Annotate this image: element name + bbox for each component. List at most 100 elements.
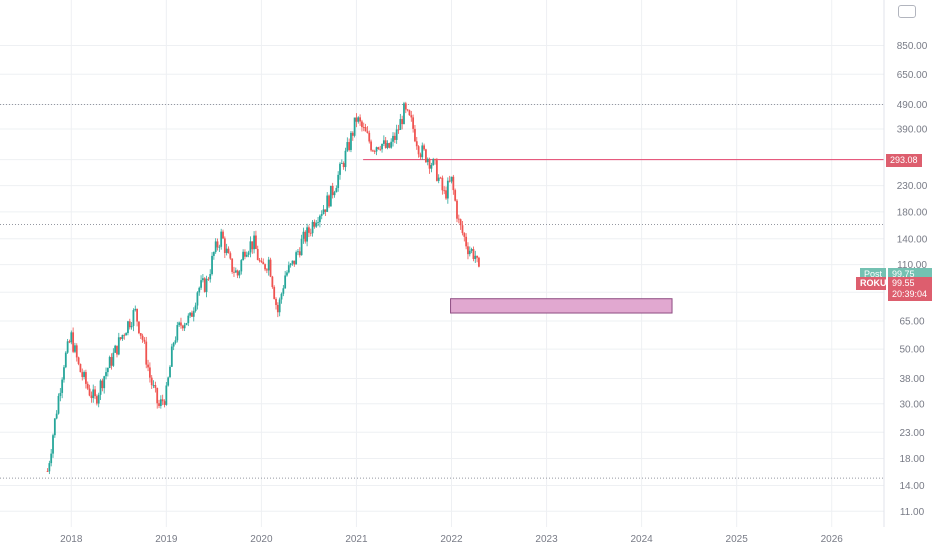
candle-body — [289, 263, 292, 266]
candle-body — [457, 218, 460, 220]
candle-body — [170, 346, 173, 367]
candle-body — [295, 252, 298, 265]
candle-body — [214, 241, 217, 253]
candle-body — [203, 278, 206, 292]
candle-body — [452, 176, 455, 191]
candle-body — [227, 248, 230, 254]
chart-grid — [0, 0, 884, 527]
candle-body — [128, 321, 131, 328]
candle-body — [293, 260, 296, 265]
candle-body — [194, 305, 197, 312]
candle-body — [138, 321, 140, 334]
candle-body — [340, 163, 343, 164]
candle-body — [269, 259, 272, 277]
candle-body — [161, 399, 164, 402]
candle-body — [141, 335, 144, 340]
x-tick-label: 2022 — [440, 534, 463, 545]
candle-body — [127, 321, 129, 334]
candle-body — [333, 192, 336, 196]
candle-body — [231, 258, 234, 272]
candle-body — [408, 110, 411, 116]
candle-body — [85, 372, 87, 384]
candle-body — [392, 135, 394, 142]
candle-body — [46, 471, 49, 472]
candle-body — [260, 260, 263, 263]
candle-body — [463, 233, 466, 237]
candle-body — [348, 142, 351, 150]
candle-body — [382, 140, 385, 144]
candle-body — [74, 345, 76, 352]
candle-body — [282, 288, 285, 294]
candle-body — [117, 337, 120, 355]
candle-body — [242, 251, 245, 261]
candle-body — [302, 231, 305, 239]
candle-body — [300, 238, 303, 256]
candle-body — [430, 165, 433, 169]
candle-body — [439, 177, 442, 179]
candle-body — [476, 255, 478, 258]
y-tick-label: 110.00 — [897, 260, 927, 271]
candle-body — [156, 387, 159, 404]
candle-body — [125, 333, 128, 336]
candle-body — [415, 141, 418, 147]
candle-body — [331, 185, 334, 196]
x-tick-label: 2019 — [155, 534, 178, 545]
candle-body — [317, 222, 319, 223]
candle-body — [176, 325, 179, 341]
y-tick-label: 490.00 — [897, 100, 928, 111]
candle-body — [298, 251, 301, 256]
candle-body — [461, 225, 464, 234]
candle-body — [112, 352, 115, 366]
candle-body — [81, 372, 84, 377]
candle-body — [291, 260, 294, 264]
candle-body — [68, 341, 71, 343]
candle-body — [264, 264, 266, 270]
candle-body — [79, 363, 82, 373]
candle-body — [265, 269, 268, 271]
candle-body — [450, 176, 453, 182]
candle-body — [255, 235, 257, 249]
candle-body — [468, 250, 471, 255]
candle-body — [414, 128, 416, 142]
candle-body — [238, 271, 241, 276]
candle-body — [92, 389, 95, 399]
candle-body — [70, 332, 73, 343]
candle-body — [353, 117, 356, 136]
candle-body — [152, 385, 155, 386]
candle-body — [97, 394, 100, 404]
candle-body — [233, 271, 235, 273]
candle-body — [251, 241, 254, 250]
candle-body — [64, 352, 67, 368]
candle-body — [276, 304, 279, 313]
candle-body — [218, 246, 221, 248]
candle-body — [412, 117, 415, 129]
candle-body — [362, 127, 365, 128]
candle-body — [61, 379, 64, 393]
candle-body — [105, 372, 107, 377]
candle-body — [403, 103, 405, 125]
candle-body — [258, 259, 261, 261]
candle-body — [271, 276, 274, 288]
candle-body — [200, 280, 202, 288]
candle-body — [346, 142, 349, 151]
candle-body — [267, 259, 270, 271]
candle-body — [375, 147, 378, 152]
candle-body — [351, 132, 354, 136]
candle-body — [474, 255, 477, 259]
candle-body — [448, 180, 451, 182]
candle-body — [273, 287, 276, 299]
candle-body — [370, 141, 372, 151]
candle-body — [130, 325, 133, 328]
candle-body — [287, 265, 290, 273]
candle-body — [94, 389, 96, 397]
candle-body — [357, 117, 360, 122]
candle-body — [262, 262, 265, 265]
candle-body — [247, 252, 250, 255]
candle-body — [169, 366, 171, 378]
candle-body — [83, 372, 85, 377]
y-tick-label: 140.00 — [897, 234, 928, 245]
chart-settings-button[interactable] — [898, 5, 916, 18]
candle-body — [55, 413, 58, 419]
candle-body — [328, 195, 330, 207]
